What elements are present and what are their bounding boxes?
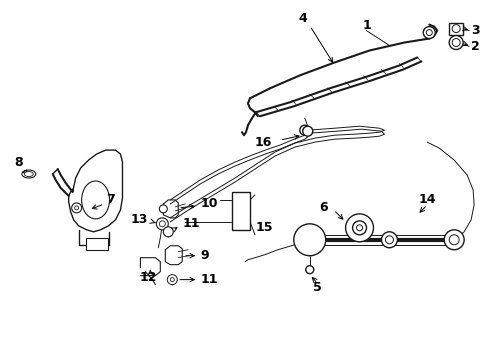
Circle shape (159, 221, 165, 227)
Circle shape (448, 36, 462, 50)
Circle shape (299, 125, 309, 135)
Circle shape (381, 232, 397, 248)
Circle shape (156, 218, 168, 230)
Text: 16: 16 (254, 136, 271, 149)
Circle shape (305, 266, 313, 274)
Circle shape (159, 205, 167, 213)
Circle shape (302, 126, 312, 136)
Text: 4: 4 (298, 12, 306, 25)
Circle shape (167, 275, 177, 285)
Text: 11: 11 (182, 217, 199, 230)
Text: 3: 3 (470, 24, 479, 37)
Bar (85, 238, 107, 250)
Text: 10: 10 (200, 197, 217, 210)
Circle shape (293, 224, 325, 256)
Circle shape (385, 236, 393, 244)
Circle shape (451, 24, 459, 32)
Circle shape (304, 235, 314, 245)
Circle shape (448, 235, 458, 245)
Text: 1: 1 (362, 19, 370, 32)
Text: 5: 5 (313, 281, 322, 294)
Circle shape (170, 278, 174, 282)
Circle shape (299, 230, 319, 250)
Circle shape (443, 230, 463, 250)
Text: 8: 8 (15, 156, 23, 168)
Circle shape (356, 225, 362, 231)
Ellipse shape (81, 181, 109, 219)
Circle shape (426, 30, 431, 36)
Circle shape (75, 206, 79, 210)
Text: 12: 12 (140, 271, 157, 284)
Text: 13: 13 (131, 213, 148, 226)
Circle shape (163, 227, 173, 237)
Circle shape (345, 214, 373, 242)
Text: 11: 11 (200, 273, 217, 286)
Circle shape (72, 203, 81, 213)
Circle shape (302, 128, 306, 132)
Text: 7: 7 (106, 193, 115, 206)
Text: 9: 9 (200, 249, 208, 262)
Circle shape (451, 39, 459, 46)
Text: 14: 14 (418, 193, 435, 206)
Ellipse shape (24, 171, 33, 176)
Circle shape (352, 221, 366, 235)
Circle shape (423, 27, 434, 39)
Text: 2: 2 (470, 40, 479, 53)
Text: 15: 15 (255, 221, 273, 234)
Bar (448, 23, 462, 35)
Polygon shape (68, 150, 122, 232)
Bar (232, 192, 249, 230)
Text: 6: 6 (318, 201, 327, 215)
Ellipse shape (22, 170, 36, 178)
